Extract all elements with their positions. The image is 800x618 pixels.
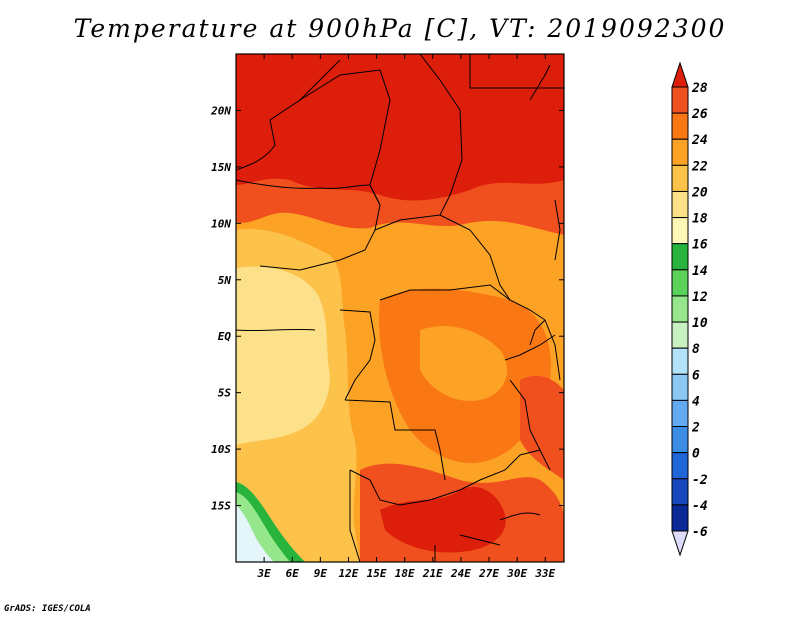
- map-frame: [235, 53, 565, 563]
- colorbar-segment: [671, 347, 689, 375]
- latitude-axis: 20N 15N 10N 5N EQ 5S 10S 15S: [210, 104, 564, 513]
- x-tick-label: 24E: [450, 567, 471, 580]
- colorbar-label: -6: [692, 525, 708, 540]
- colorbar-segment: [671, 373, 689, 401]
- x-tick-label: 30E: [506, 567, 527, 580]
- y-tick-label: 5N: [218, 274, 232, 287]
- colorbar-segment: [671, 321, 689, 349]
- x-tick-label: 27E: [478, 567, 499, 580]
- colorbar-label: 24: [691, 133, 708, 148]
- colorbar-label: -4: [692, 499, 708, 514]
- colorbar-label: 20: [691, 185, 708, 200]
- x-tick-label: 18E: [395, 567, 415, 580]
- colorbar-segment: [671, 504, 689, 532]
- colorbar-segment: [671, 399, 689, 428]
- colorbar-label: -2: [692, 473, 708, 488]
- colorbar-label: 10: [692, 316, 708, 331]
- x-tick-label: 33E: [534, 567, 555, 580]
- colorbar-segment: [671, 86, 689, 114]
- x-tick-label: 12E: [339, 567, 359, 580]
- y-tick-label: 15S: [211, 500, 231, 513]
- colorbar-label: 8: [692, 342, 700, 357]
- y-tick-label: 5S: [218, 387, 232, 400]
- y-tick-label: 15N: [211, 161, 231, 174]
- y-tick-label: 10N: [211, 217, 231, 230]
- colorbar-label: 28: [691, 81, 708, 96]
- colorbar-label: 16: [692, 238, 708, 253]
- x-tick-label: 15E: [367, 567, 387, 580]
- colorbar-segment: [671, 164, 689, 192]
- colorbar-label: 0: [692, 447, 700, 462]
- colorbar-segment: [671, 295, 689, 323]
- colorbar-label: 4: [692, 394, 700, 409]
- colorbar-label: 26: [691, 107, 708, 122]
- colorbar-label: 2: [691, 421, 700, 436]
- colorbar-segment: [671, 217, 689, 245]
- colorbar-label: 6: [692, 368, 700, 383]
- colorbar-label: 12: [692, 290, 708, 305]
- country-borders: [236, 54, 564, 562]
- colorbar-segment: [671, 478, 689, 506]
- colorbar-segment: [671, 243, 689, 271]
- colorbar-segment: [671, 426, 689, 454]
- y-tick-label: 10S: [211, 443, 231, 456]
- longitude-axis: 3E 6E 9E 12E 15E 18E 21E 24E 27E 30E 33E: [256, 54, 556, 580]
- colorbar-bottom-arrow: [671, 530, 689, 557]
- colorbar-segment: [671, 452, 689, 480]
- colorbar-segment: [671, 138, 689, 166]
- colorbar-segment: [671, 269, 689, 297]
- credit-text: GrADS: IGES/COLA: [4, 604, 91, 614]
- colorbar-label: 18: [692, 212, 708, 227]
- x-tick-label: 21E: [422, 567, 443, 580]
- x-tick-label: 9E: [314, 567, 328, 580]
- colorbar-top-arrow: [671, 61, 689, 88]
- colorbar-segment: [671, 190, 689, 219]
- colorbar-label: 22: [691, 159, 708, 174]
- x-tick-label: 3E: [256, 567, 271, 580]
- x-tick-label: 6E: [286, 567, 300, 580]
- colorbar-segment: [671, 112, 689, 140]
- y-tick-label: 20N: [210, 104, 231, 117]
- y-tick-label: EQ: [218, 330, 232, 343]
- temperature-field: [236, 54, 564, 562]
- map-title: Temperature at 900hPa [C], VT: 201909230…: [73, 14, 727, 43]
- colorbar-label: 14: [692, 264, 708, 279]
